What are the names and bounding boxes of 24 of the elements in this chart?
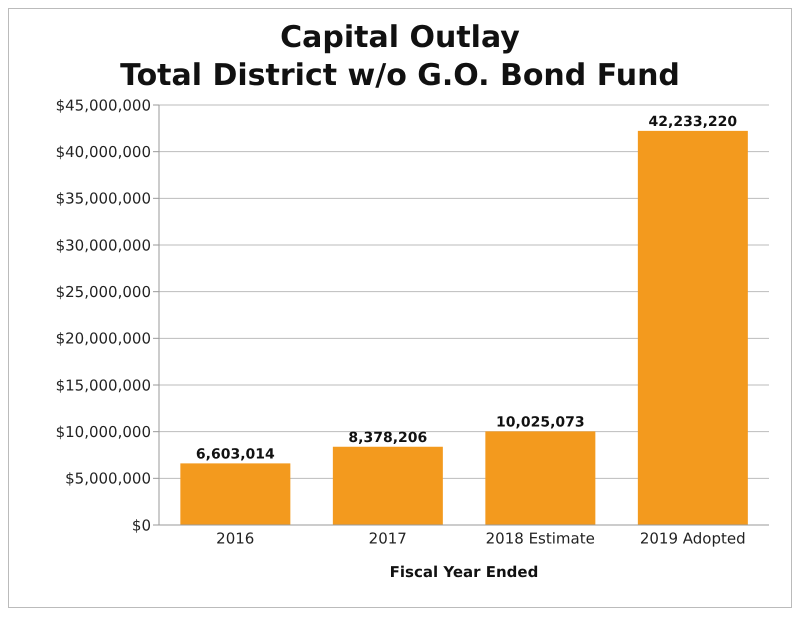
- y-tick-label: $15,000,000: [56, 376, 151, 394]
- bar: [638, 130, 748, 525]
- data-label: 6,603,014: [196, 446, 276, 462]
- y-tick-label: $45,000,000: [56, 96, 151, 114]
- bar: [485, 431, 596, 525]
- y-tick-label: $10,000,000: [56, 422, 151, 441]
- chart-title: Capital Outlay Total District w/o G.O. Bond Fund: [119, 19, 681, 95]
- data-label: 8,378,206: [348, 430, 428, 446]
- y-tick-label: $5,000,000: [65, 470, 151, 488]
- y-tick-label: $25,000,000: [56, 282, 151, 301]
- x-axis-title: Fiscal Year Ended: [390, 563, 538, 581]
- bar: [332, 446, 443, 525]
- y-tick-label: $30,000,000: [56, 236, 151, 254]
- data-label: 42,233,220: [648, 114, 738, 130]
- x-tick-label: 2019 Adopted: [640, 530, 746, 548]
- y-tick-label: $35,000,000: [56, 190, 151, 208]
- x-tick-label: 2018 Estimate: [486, 530, 595, 548]
- data-label: 10,025,073: [496, 414, 585, 430]
- x-tick-label: 2017: [368, 530, 407, 548]
- x-tick-label: 2016: [216, 530, 254, 548]
- y-tick-label: $40,000,000: [56, 142, 151, 161]
- y-tick-label: $20,000,000: [56, 330, 151, 348]
- bar: [180, 463, 290, 525]
- y-tick-label: $0: [132, 516, 151, 534]
